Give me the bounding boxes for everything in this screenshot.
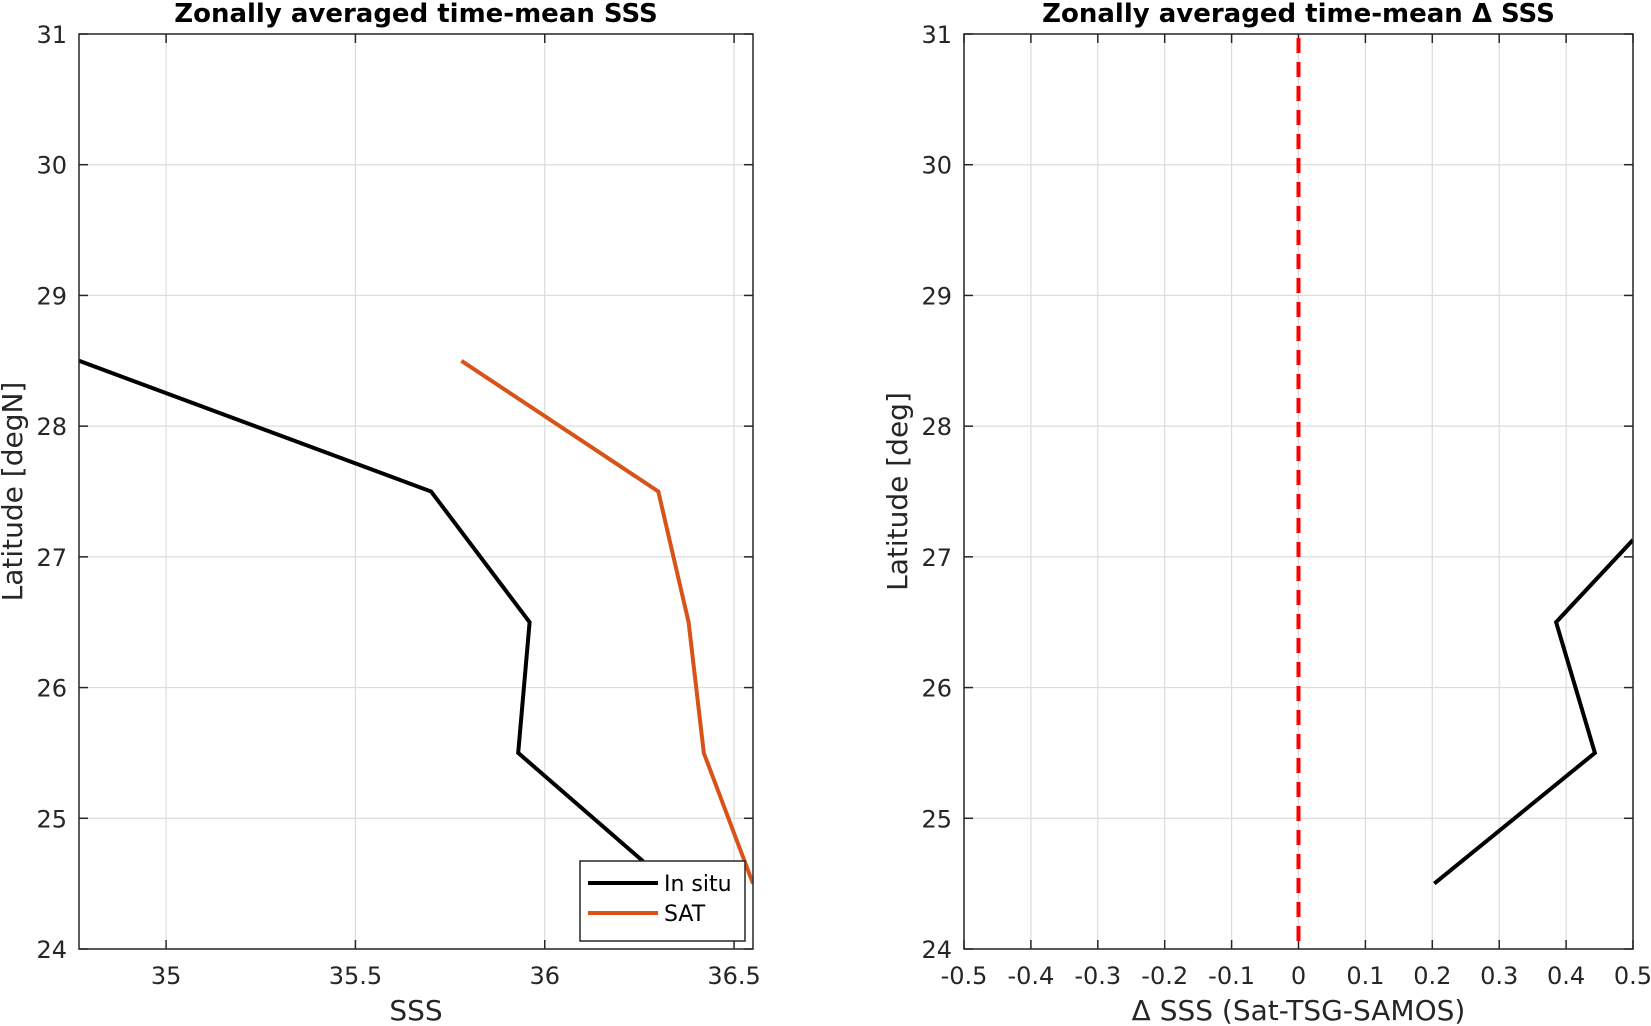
y-tick-label: 31 bbox=[36, 21, 67, 49]
legend-label-sat: SAT bbox=[664, 902, 706, 927]
plot-area bbox=[79, 34, 753, 949]
y-tick-label: 26 bbox=[36, 675, 67, 703]
y-tick-label: 27 bbox=[921, 544, 952, 572]
legend-box bbox=[579, 860, 746, 942]
y-tick-label: 29 bbox=[921, 282, 952, 310]
chart-2: -0.5 -0.4 -0.3 -0.2 -0.1 0 0.1 0.2 0.3 0.4 0.5 24 25… bbox=[881, 0, 1651, 1026]
x-tick-label: 0 bbox=[1291, 962, 1306, 990]
x-tick-label: -0.5 bbox=[941, 962, 988, 990]
x-tick-label: 35.5 bbox=[329, 962, 382, 990]
series-line-in-situ bbox=[79, 358, 645, 863]
y-tick-label: 29 bbox=[36, 282, 67, 310]
y-tick-label: 26 bbox=[921, 675, 952, 703]
x-tick-label: 0.3 bbox=[1480, 962, 1518, 990]
x-tick-label: 35 bbox=[151, 962, 182, 990]
chart-1: 35 35.5 36 36.5 24 25 26 27 28 29 30 31 Zonally aver… bbox=[0, 0, 761, 1026]
x-axis-label: SSS bbox=[389, 994, 442, 1026]
series-line-delta-sss bbox=[1433, 538, 1633, 886]
x-tick-label: 0.2 bbox=[1413, 962, 1451, 990]
y-tick-label: 27 bbox=[36, 544, 67, 572]
y-tick-label: 24 bbox=[36, 936, 67, 964]
y-tick-label: 30 bbox=[36, 152, 67, 180]
y-tick-label: 28 bbox=[36, 413, 67, 441]
axes-box bbox=[78, 33, 754, 950]
y-tick-label: 25 bbox=[36, 805, 67, 833]
y-tick-label: 30 bbox=[921, 152, 952, 180]
x-tick-label: -0.3 bbox=[1074, 962, 1121, 990]
legend: In situ SAT bbox=[579, 860, 746, 942]
x-tick-label: 36.5 bbox=[707, 962, 760, 990]
x-axis-label: Δ SSS (Sat-TSG-SAMOS) bbox=[1132, 994, 1466, 1026]
x-tick-label: 0.4 bbox=[1547, 962, 1585, 990]
chart-title: Zonally averaged time-mean SSS bbox=[174, 0, 658, 29]
x-tick-label: 36 bbox=[529, 962, 560, 990]
y-tick-label: 31 bbox=[921, 21, 952, 49]
x-tick-label: -0.1 bbox=[1208, 962, 1255, 990]
axes-box bbox=[963, 33, 1634, 950]
y-tick-label: 25 bbox=[921, 805, 952, 833]
series-line-sat bbox=[460, 359, 753, 885]
y-tick-label: 24 bbox=[921, 936, 952, 964]
y-tick-label: 28 bbox=[921, 413, 952, 441]
y-axis-label: Latitude [degN] bbox=[0, 382, 29, 602]
chart-title: Zonally averaged time-mean Δ SSS bbox=[1042, 0, 1555, 29]
x-tick-label: -0.4 bbox=[1007, 962, 1054, 990]
y-axis-label: Latitude [deg] bbox=[881, 392, 914, 591]
legend-label-in-situ: In situ bbox=[664, 872, 732, 897]
x-tick-label: 0.5 bbox=[1614, 962, 1651, 990]
x-tick-label: -0.2 bbox=[1141, 962, 1188, 990]
x-tick-label: 0.1 bbox=[1346, 962, 1384, 990]
